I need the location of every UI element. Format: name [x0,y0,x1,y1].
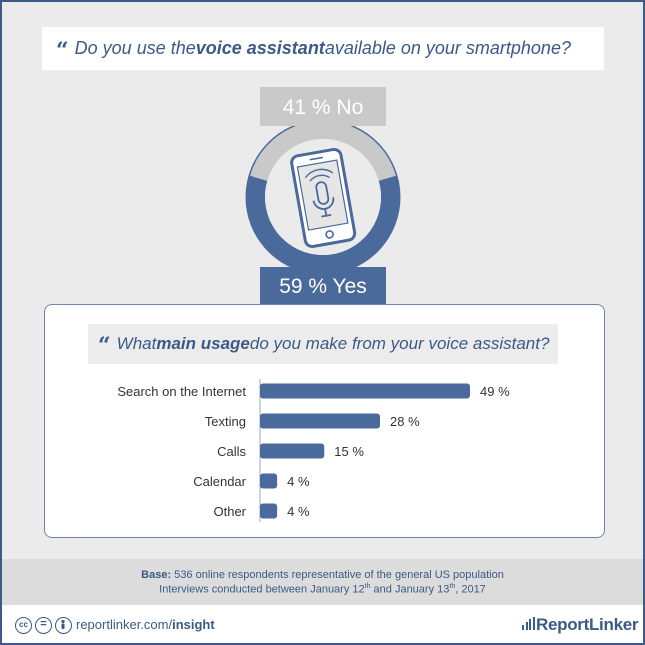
interviews-post: , 2017 [455,583,486,596]
quote-icon: “ [56,37,69,64]
site-plain: reportlinker.com/ [76,617,173,632]
interviews-sup-1: th [364,583,371,590]
base-line: Base: 536 online respondents representat… [2,569,643,581]
bar [260,413,380,429]
bar [260,383,470,399]
value-label: 49 % [480,384,510,399]
logo-bars-icon [522,617,535,630]
category-label: Calendar [193,474,246,489]
category-label: Other [213,504,246,519]
usage-question-banner: “ What main usage do you make from your … [88,324,558,364]
usage-question-post: do you make from your voice assistant? [249,334,550,353]
base-text: 536 online respondents representative of… [171,569,504,581]
donut-segment-yes [247,175,399,274]
interviews-pre: Interviews conducted between January 12 [159,583,365,596]
title-banner: “ Do you use the voice assistant availab… [42,27,604,70]
site-bold: insight [172,617,215,632]
footer-band [2,559,643,605]
logo-text: ReportLinker [536,615,639,634]
bar [260,473,278,489]
person-icon [55,617,72,634]
yes-label: 59 % Yes [279,275,367,298]
site-link[interactable]: reportlinker.com/insight [76,617,215,632]
donut-segment-no [250,121,396,181]
interviews-sup-2: th [449,583,456,590]
interviews-mid: and January 13 [370,583,450,596]
title-post: available on your smartphone? [324,38,571,58]
category-label: Calls [217,444,246,459]
category-label: Texting [205,414,246,429]
microphone-icon [304,168,335,218]
value-label: 4 % [287,474,310,489]
bar [260,503,278,519]
bar-group: Search on the Internet 49 % Texting 28 % Cal… [117,383,510,519]
title-pre: Do you use the [74,38,196,58]
reportlinker-logo: ReportLinker [522,615,639,635]
value-label: 28 % [390,414,420,429]
yes-label-box [260,267,386,304]
base-label: Base: [141,569,172,581]
bar [260,443,325,459]
smartphone-icon [290,147,357,249]
no-label: 41 % No [283,96,364,119]
interviews-line: Interviews conducted between January 12t… [2,583,643,596]
value-label: 15 % [334,444,364,459]
usage-question-pre: What [116,334,157,353]
bottom-bar: cc = reportlinker.com/insight ReportLink… [2,605,643,643]
quote-icon: “ [98,333,111,359]
no-label-box [260,87,386,126]
value-label: 4 % [287,504,310,519]
category-label: Search on the Internet [117,384,246,399]
cc-icon: cc [15,617,32,634]
equal-icon: = [35,617,52,634]
title-bold: voice assistant [195,38,325,58]
usage-question-bold: main usage [156,334,250,353]
